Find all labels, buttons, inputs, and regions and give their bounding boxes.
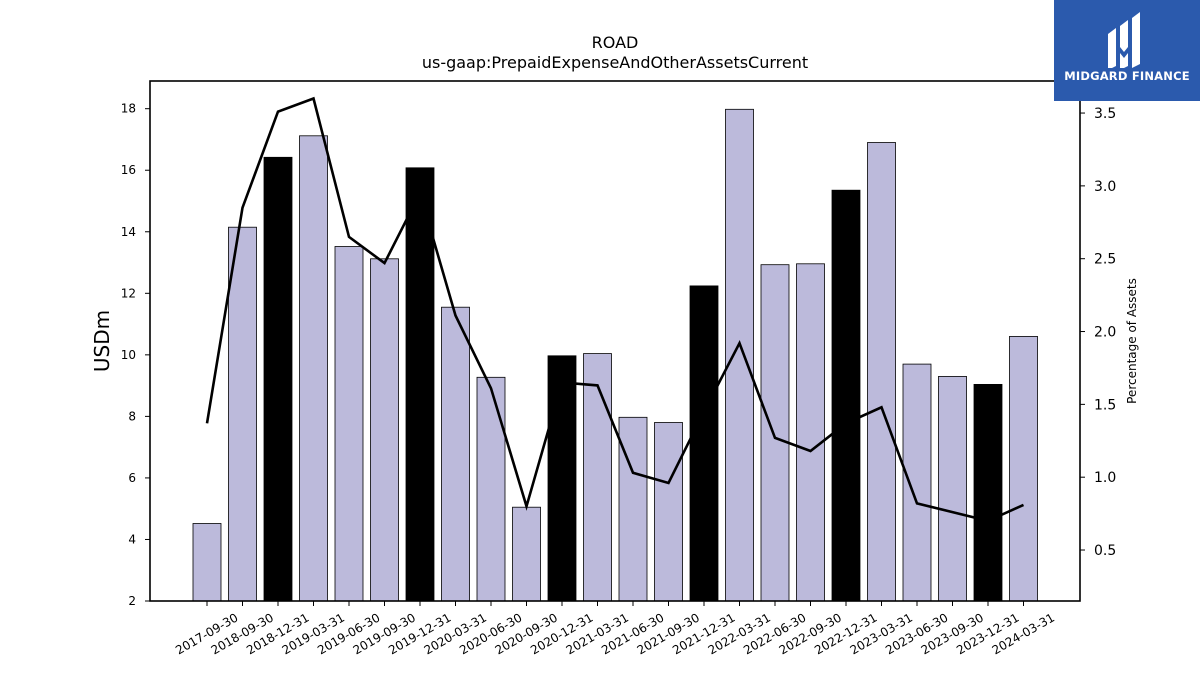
- bar: [973, 383, 1003, 602]
- line-series: [205, 96, 1025, 523]
- y-tick-label: 2: [128, 594, 136, 608]
- bar: [263, 156, 293, 602]
- bar: [405, 167, 435, 602]
- y-axis-label: USDm: [90, 310, 114, 372]
- y-tick-label: 18: [121, 102, 136, 116]
- bar: [334, 246, 364, 602]
- bar: [299, 135, 328, 602]
- y-tick-label: 14: [121, 225, 136, 239]
- y-tick-label: 12: [121, 286, 136, 300]
- y-tick-label: 10: [121, 348, 136, 362]
- y2-tick-label: 3.0: [1094, 179, 1116, 195]
- chart-subtitle: us-gaap:PrepaidExpenseAndOtherAssetsCurr…: [422, 53, 808, 72]
- bar: [547, 355, 577, 602]
- y-axis-right: 0.5 1.0 1.5 2.0 2.5 3.0 3.5: [1080, 106, 1116, 559]
- bar: [796, 263, 825, 602]
- bar: [1009, 335, 1038, 602]
- bar: [370, 258, 399, 602]
- bar: [938, 375, 967, 602]
- y2-axis-label: Percentage of Assets: [1125, 278, 1139, 404]
- y-tick-label: 16: [121, 163, 136, 177]
- bar: [192, 523, 222, 602]
- bar: [476, 376, 506, 602]
- y2-tick-label: 0.5: [1094, 543, 1116, 559]
- bar-series: [192, 108, 1038, 602]
- bar: [228, 226, 257, 602]
- bar: [831, 189, 861, 602]
- y-tick-label: 4: [128, 532, 136, 546]
- bar: [867, 142, 896, 602]
- y2-tick-label: 1.0: [1094, 470, 1116, 486]
- logo-mark-icon: [1108, 12, 1140, 68]
- bar: [760, 264, 790, 602]
- y2-tick-label: 3.5: [1094, 106, 1116, 122]
- bar: [583, 353, 612, 602]
- chart-title: ROAD: [592, 33, 639, 52]
- y2-tick-label: 2.5: [1094, 252, 1116, 268]
- bar: [902, 363, 932, 602]
- logo-text: MIDGARD FINANCE: [1064, 69, 1190, 83]
- x-axis: 2017-09-302018-09-302018-12-312019-03-31…: [173, 601, 1057, 657]
- bar: [725, 108, 754, 602]
- bar: [689, 285, 719, 602]
- bar: [441, 306, 470, 602]
- logo: MIDGARD FINANCE: [1054, 0, 1200, 101]
- percentage-line: [205, 96, 1025, 523]
- bar: [654, 422, 683, 602]
- y2-tick-label: 1.5: [1094, 397, 1116, 413]
- plot-frame: [149, 80, 1081, 602]
- bar: [512, 506, 541, 602]
- y2-tick-label: 2.0: [1094, 325, 1116, 341]
- y-axis-left: 2 4 6 8 10 12 14 16 18: [121, 102, 150, 608]
- bar: [618, 416, 648, 602]
- y-tick-label: 6: [128, 471, 136, 485]
- y-tick-label: 8: [128, 409, 136, 423]
